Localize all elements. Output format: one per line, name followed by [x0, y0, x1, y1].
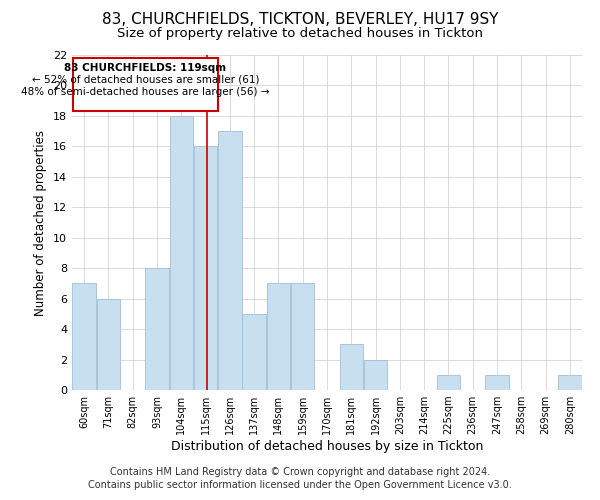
Bar	[73, 58, 218, 112]
Bar	[485, 375, 509, 390]
Bar	[170, 116, 193, 390]
Bar	[364, 360, 388, 390]
Text: Size of property relative to detached houses in Tickton: Size of property relative to detached ho…	[117, 28, 483, 40]
Text: 48% of semi-detached houses are larger (56) →: 48% of semi-detached houses are larger (…	[21, 87, 270, 97]
X-axis label: Distribution of detached houses by size in Tickton: Distribution of detached houses by size …	[171, 440, 483, 453]
Bar	[218, 131, 242, 390]
Bar	[437, 375, 460, 390]
Y-axis label: Number of detached properties: Number of detached properties	[34, 130, 47, 316]
Bar	[291, 284, 314, 390]
Text: Contains HM Land Registry data © Crown copyright and database right 2024.
Contai: Contains HM Land Registry data © Crown c…	[88, 467, 512, 490]
Bar	[194, 146, 217, 390]
Bar	[145, 268, 169, 390]
Text: 83, CHURCHFIELDS, TICKTON, BEVERLEY, HU17 9SY: 83, CHURCHFIELDS, TICKTON, BEVERLEY, HU1…	[102, 12, 498, 28]
Text: 83 CHURCHFIELDS: 119sqm: 83 CHURCHFIELDS: 119sqm	[64, 62, 227, 72]
Bar	[266, 284, 290, 390]
Bar	[73, 284, 96, 390]
Bar	[340, 344, 363, 390]
Bar	[558, 375, 581, 390]
Bar	[242, 314, 266, 390]
Text: ← 52% of detached houses are smaller (61): ← 52% of detached houses are smaller (61…	[32, 75, 259, 85]
Bar	[97, 298, 120, 390]
